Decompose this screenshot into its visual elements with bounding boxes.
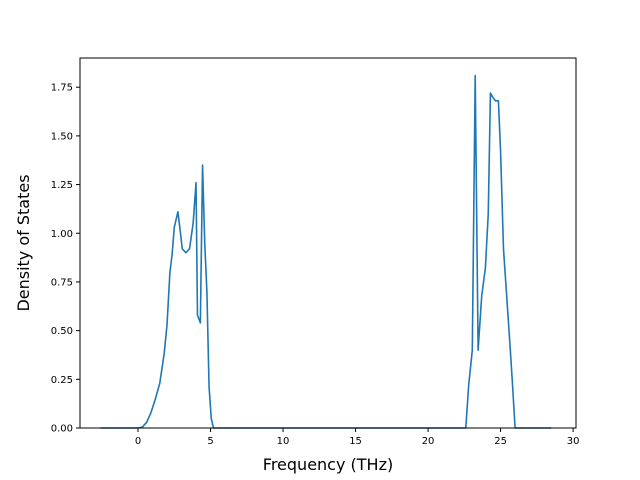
x-tick-label: 20 — [422, 436, 435, 447]
dos-line — [100, 74, 552, 429]
x-tick-label: 0 — [135, 436, 141, 447]
y-tick-label: 0.75 — [51, 277, 73, 288]
y-tick-label: 1.25 — [51, 180, 73, 191]
plot-frame — [79, 57, 577, 429]
y-tick-label: 1.00 — [51, 229, 73, 240]
y-axis-label: Density of States — [14, 174, 33, 311]
y-tick-label: 1.50 — [51, 131, 73, 142]
plot-background — [80, 58, 576, 428]
x-tick-label: 5 — [207, 436, 213, 447]
x-tick-label: 15 — [349, 436, 362, 447]
series-layer — [100, 74, 552, 429]
x-tick-label: 25 — [494, 436, 507, 447]
axis-ticks: 0 5 10 15 20 25 30 0.00 0.25 0.50 0.75 1.00 1.25 1.50… — [51, 83, 580, 447]
y-tick-label: 0.25 — [51, 375, 73, 386]
x-tick-label: 30 — [567, 436, 580, 447]
y-tick-label: 1.75 — [51, 83, 73, 94]
y-tick-label: 0.50 — [51, 326, 73, 337]
y-tick-label: 0.00 — [51, 424, 73, 435]
x-axis-label: Frequency (THz) — [263, 455, 393, 474]
x-tick-label: 10 — [277, 436, 290, 447]
